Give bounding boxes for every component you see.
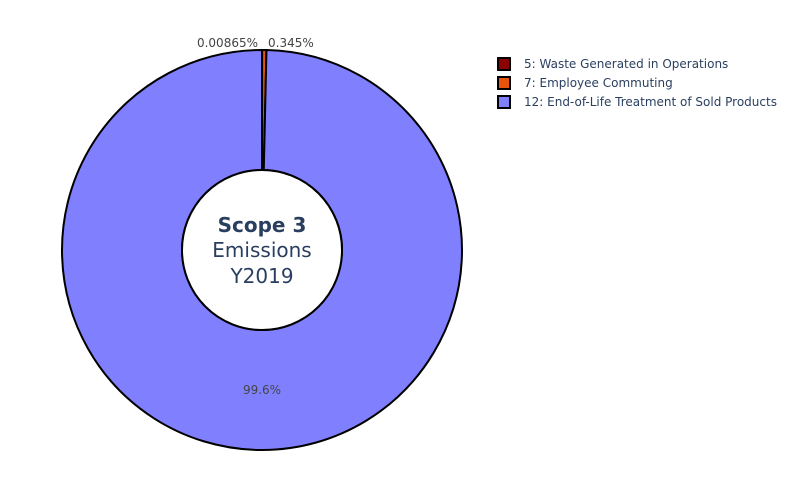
center-text-line3: Y2019 <box>229 264 293 288</box>
legend-swatch-3[interactable] <box>497 95 511 109</box>
donut-hole <box>181 169 343 331</box>
legend-swatch-2[interactable] <box>497 76 511 90</box>
legend-label-1[interactable]: 5: Waste Generated in Operations <box>524 57 728 71</box>
slice-labels: 0.00865% 0.345% 99.6% <box>197 36 314 397</box>
legend-swatch-1[interactable] <box>497 57 511 71</box>
center-title: Scope 3 Emissions Y2019 <box>212 213 311 288</box>
legend-label-2[interactable]: 7: Employee Commuting <box>524 76 673 90</box>
legend-label-3[interactable]: 12: End-of-Life Treatment of Sold Produc… <box>524 95 777 109</box>
legend: 5: Waste Generated in Operations 7: Emplo… <box>497 57 777 109</box>
center-text-line2: Emissions <box>212 238 311 262</box>
slice-label-3: 99.6% <box>243 383 281 397</box>
slices-layer <box>61 48 463 451</box>
slice-label-2: 0.345% <box>268 36 314 50</box>
center-text-line1: Scope 3 <box>218 213 307 237</box>
slice-label-1: 0.00865% <box>197 36 258 50</box>
